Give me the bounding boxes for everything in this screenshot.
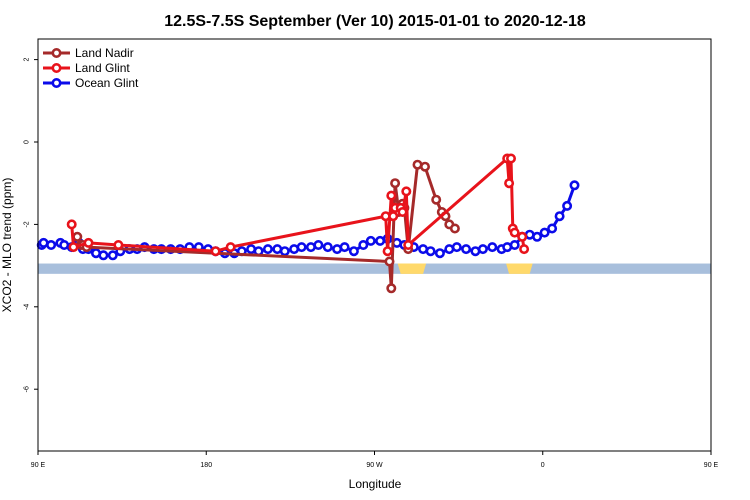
data-point (365, 235, 376, 246)
land-ocean-strip (38, 263, 711, 274)
legend-marker (51, 63, 62, 74)
legend-marker (51, 47, 62, 58)
x-tick-label: 90 E (31, 462, 46, 469)
data-point (403, 240, 414, 251)
y-tick-label: 2 (23, 58, 30, 62)
x-tick-label: 90 W (366, 462, 383, 469)
data-point (339, 242, 350, 253)
x-axis: 90 E 180 90 W 0 90 E (31, 451, 719, 469)
chart-title: 12.5S-7.5S September (Ver 10) 2015-01-01… (164, 13, 586, 30)
data-point (313, 240, 324, 251)
data-point (279, 246, 290, 257)
series-land-glint (66, 153, 530, 257)
data-point (113, 240, 124, 251)
x-tick-label: 0 (541, 462, 545, 469)
y-axis: 2 0 -2 -4 -6 (23, 58, 38, 392)
data-point (384, 256, 395, 267)
data-point (68, 242, 79, 253)
data-point (66, 219, 77, 230)
data-point (348, 246, 359, 257)
x-tick-label: 180 (200, 462, 212, 469)
data-point (505, 153, 516, 164)
ocean-strip (38, 263, 711, 274)
x-tick-label: 90 E (704, 462, 719, 469)
data-point (487, 242, 498, 253)
data-point (431, 194, 442, 205)
data-point (519, 244, 530, 255)
data-point (107, 250, 118, 261)
legend-label: Land Nadir (75, 46, 134, 60)
data-point (554, 211, 565, 222)
data-point (386, 283, 397, 294)
data-point (425, 246, 436, 257)
data-point (569, 180, 580, 191)
series-line (70, 157, 526, 253)
legend-item-land-glint: Land Glint (43, 61, 130, 75)
data-point (434, 248, 445, 259)
data-point (358, 240, 369, 251)
data-point (98, 250, 109, 261)
data-point (509, 240, 520, 251)
data-point (322, 242, 333, 253)
data-point (262, 244, 273, 255)
data-point (390, 178, 401, 189)
data-point (562, 200, 573, 211)
data-point (225, 242, 236, 253)
data-point (46, 240, 57, 251)
data-point (388, 211, 399, 222)
data-point (296, 242, 307, 253)
data-point (509, 227, 520, 238)
y-tick-label: -2 (23, 221, 30, 227)
land-strip-1 (506, 263, 533, 274)
data-point (401, 186, 412, 197)
y-tick-label: 0 (23, 140, 30, 144)
legend-item-ocean-glint: Ocean Glint (43, 76, 139, 90)
legend-item-land-nadir: Land Nadir (43, 46, 134, 60)
legend-marker (51, 78, 62, 89)
data-point (539, 227, 550, 238)
x-axis-label: Longitude (349, 477, 402, 491)
data-point (419, 161, 430, 172)
data-point (477, 244, 488, 255)
data-point (451, 242, 462, 253)
data-point (517, 231, 528, 242)
legend-label: Ocean Glint (75, 76, 139, 90)
data-point (83, 237, 94, 248)
land-strip-0 (397, 263, 427, 274)
data-point (382, 246, 393, 257)
series-layer (36, 153, 580, 294)
y-tick-label: -6 (23, 386, 30, 392)
data-point (532, 231, 543, 242)
data-point (386, 190, 397, 201)
legend-label: Land Glint (75, 61, 130, 75)
data-point (547, 223, 558, 234)
data-point (461, 244, 472, 255)
data-point (504, 178, 515, 189)
data-point (449, 223, 460, 234)
data-point (397, 207, 408, 218)
data-point (72, 231, 83, 242)
data-point (210, 246, 221, 257)
y-axis-label: XCO2 - MLO trend (ppm) (0, 178, 14, 313)
y-tick-label: -4 (23, 304, 30, 310)
